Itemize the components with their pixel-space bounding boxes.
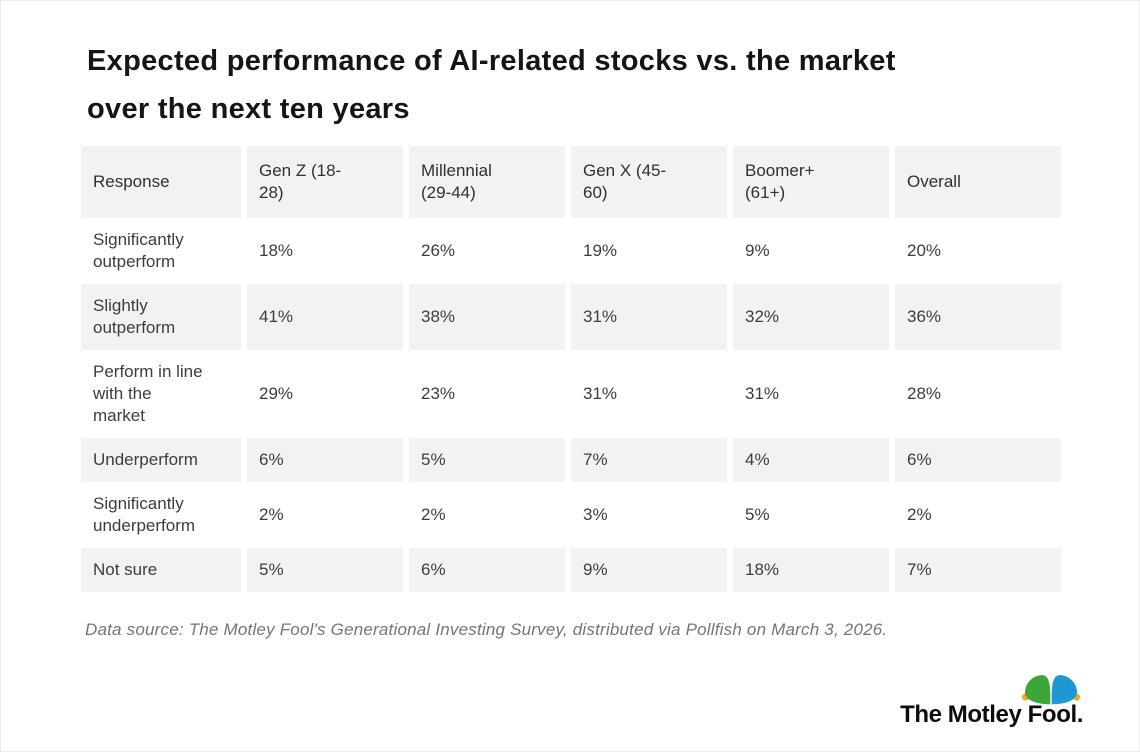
cell-value: 5% (409, 438, 565, 482)
col-header-overall: Overall (895, 146, 1061, 218)
cell-value: 6% (247, 438, 403, 482)
table-row-not-sure: Not sure 5% 6% 9% 18% 7% (81, 548, 1061, 592)
table-row-significantly-underperform: Significantly underperform 2% 2% 3% 5% 2… (81, 482, 1061, 548)
row-label: Underperform (81, 438, 241, 482)
cell-value: 2% (247, 482, 403, 548)
table-row-perform-in-line: Perform in line with the market 29% 23% … (81, 350, 1061, 438)
cell-value: 36% (895, 284, 1061, 350)
col-header-response: Response (81, 146, 241, 218)
cell-value: 38% (409, 284, 565, 350)
cell-value: 7% (895, 548, 1061, 592)
row-label: Significantly underperform (81, 482, 241, 548)
cell-value: 18% (247, 218, 403, 284)
row-label: Perform in line with the market (81, 350, 241, 438)
cell-value: 41% (247, 284, 403, 350)
cell-value: 26% (409, 218, 565, 284)
cell-value: 2% (895, 482, 1061, 548)
cell-value: 23% (409, 350, 565, 438)
cell-value: 28% (895, 350, 1061, 438)
cell-value: 9% (733, 218, 889, 284)
cell-value: 5% (733, 482, 889, 548)
cell-value: 9% (571, 548, 727, 592)
cell-value: 31% (571, 350, 727, 438)
data-source-note: Data source: The Motley Fool's Generatio… (85, 620, 888, 639)
cell-value: 32% (733, 284, 889, 350)
cell-value: 20% (895, 218, 1061, 284)
cell-value: 31% (733, 350, 889, 438)
table-row-significantly-outperform: Significantly outperform 18% 26% 19% 9% … (81, 218, 1061, 284)
cell-value: 19% (571, 218, 727, 284)
motley-fool-logo: The Motley Fool. (900, 672, 1083, 727)
table-row-slightly-outperform: Slightly outperform 41% 38% 31% 32% 36% (81, 284, 1061, 350)
row-label: Slightly outperform (81, 284, 241, 350)
cell-value: 7% (571, 438, 727, 482)
cell-value: 4% (733, 438, 889, 482)
table-header-row: Response Gen Z (18- 28) Millennial (29-4… (81, 146, 1061, 218)
row-label: Not sure (81, 548, 241, 592)
cell-value: 3% (571, 482, 727, 548)
table-row-underperform: Underperform 6% 5% 7% 4% 6% (81, 438, 1061, 482)
cell-value: 6% (409, 548, 565, 592)
col-header-boomer: Boomer+ (61+) (733, 146, 889, 218)
cell-value: 31% (571, 284, 727, 350)
cell-value: 5% (247, 548, 403, 592)
col-header-gen-z: Gen Z (18- 28) (247, 146, 403, 218)
cell-value: 18% (733, 548, 889, 592)
performance-table: Response Gen Z (18- 28) Millennial (29-4… (75, 146, 1067, 592)
logo-text: The Motley Fool. (900, 701, 1083, 728)
col-header-gen-x: Gen X (45- 60) (571, 146, 727, 218)
col-header-millennial: Millennial (29-44) (409, 146, 565, 218)
cell-value: 6% (895, 438, 1061, 482)
row-label: Significantly outperform (81, 218, 241, 284)
cell-value: 29% (247, 350, 403, 438)
chart-title: Expected performance of AI-related stock… (87, 45, 896, 125)
jester-hat-icon (1021, 675, 1081, 705)
cell-value: 2% (409, 482, 565, 548)
